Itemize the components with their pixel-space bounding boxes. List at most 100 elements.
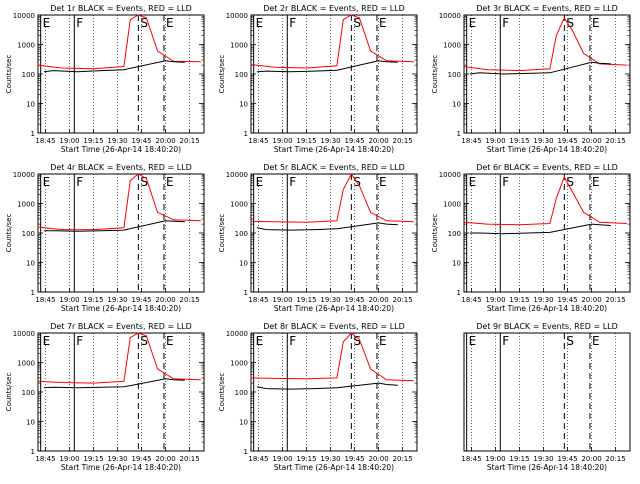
y-tick-label: 10: [239, 260, 248, 268]
chart-title: Det 1r BLACK = Events, RED = LLD: [50, 4, 192, 13]
y-tick-label: 1000: [17, 201, 35, 209]
marker-label: F: [289, 175, 296, 189]
x-tick-label: 19:30: [320, 296, 340, 304]
x-tick-label: 19:30: [533, 137, 553, 145]
marker-label: E: [592, 334, 600, 348]
marker-label: S: [140, 334, 148, 348]
x-axis-label: Start Time (26-Apr-14 18:40:20): [274, 463, 394, 472]
marker-label: E: [43, 334, 51, 348]
x-tick-label: 19:45: [131, 455, 151, 463]
x-tick-label: 20:00: [155, 296, 175, 304]
x-tick-label: 19:00: [59, 455, 79, 463]
x-tick-label: 20:00: [368, 137, 388, 145]
marker-label: E: [166, 175, 174, 189]
y-tick-label: 1: [31, 130, 35, 138]
marker-label: E: [592, 175, 600, 189]
chart-panel-1: Det 1r BLACK = Events, RED = LLD 18:45 19:…: [5, 4, 205, 154]
x-tick-label: 19:30: [533, 455, 553, 463]
x-axis-label: Start Time (26-Apr-14 18:40:20): [274, 145, 394, 154]
x-tick-label: 19:45: [344, 137, 364, 145]
marker-label: E: [469, 334, 477, 348]
y-tick-label: 100: [235, 389, 248, 397]
x-tick-label: 20:00: [155, 455, 175, 463]
x-tick-label: 19:45: [557, 455, 577, 463]
x-axis-label: Start Time (26-Apr-14 18:40:20): [487, 304, 607, 313]
x-tick-label: 19:15: [296, 296, 316, 304]
series-line-events: [43, 60, 185, 73]
y-axis-label: Counts/sec: [218, 55, 226, 94]
y-tick-label: 1000: [230, 360, 248, 368]
y-tick-label: 100: [235, 71, 248, 79]
x-tick-label: 20:15: [179, 137, 199, 145]
plot-frame: [37, 14, 205, 134]
y-tick-label: 1: [31, 289, 35, 297]
y-tick-label: 10: [26, 419, 35, 427]
x-tick-label: 18:45: [35, 137, 55, 145]
x-tick-label: 18:45: [461, 455, 481, 463]
x-tick-label: 19:00: [485, 137, 505, 145]
x-tick-label: 19:15: [83, 455, 103, 463]
x-tick-label: 19:30: [107, 455, 127, 463]
marker-label: E: [379, 175, 387, 189]
y-tick-label: 1: [244, 289, 248, 297]
y-tick-label: 100: [448, 230, 461, 238]
x-tick-label: 19:15: [296, 137, 316, 145]
y-tick-label: 1000: [230, 42, 248, 50]
chart-panel-2: Det 2r BLACK = Events, RED = LLD 18:45 19:…: [218, 4, 418, 154]
y-axis-label: Counts/sec: [431, 214, 439, 253]
series-line-lld: [463, 175, 627, 226]
x-tick-label: 20:15: [392, 455, 412, 463]
chart-title: Det 6r BLACK = Events, RED = LLD: [476, 163, 618, 172]
marker-label: E: [43, 16, 51, 30]
series-line-lld: [37, 14, 201, 70]
x-tick-label: 19:00: [59, 137, 79, 145]
marker-label: F: [502, 334, 509, 348]
marker-label: E: [469, 175, 477, 189]
marker-label: E: [256, 334, 264, 348]
plot-frame: [37, 332, 205, 452]
series-line-events: [43, 378, 185, 389]
chart-panel-8: Det 8r BLACK = Events, RED = LLD 18:45 19:…: [218, 322, 418, 472]
plot-frame: [250, 332, 418, 452]
series-line-events: [256, 382, 398, 390]
x-tick-label: 20:00: [581, 137, 601, 145]
marker-label: S: [140, 16, 148, 30]
x-tick-label: 19:15: [83, 137, 103, 145]
x-tick-label: 20:00: [581, 455, 601, 463]
y-tick-label: 10000: [13, 330, 35, 338]
series-line-lld: [250, 173, 414, 223]
x-tick-label: 20:00: [368, 455, 388, 463]
chart-title: Det 4r BLACK = Events, RED = LLD: [50, 163, 192, 172]
y-tick-label: 100: [22, 230, 35, 238]
x-tick-label: 20:00: [155, 137, 175, 145]
chart-panel-5: Det 5r BLACK = Events, RED = LLD 18:45 19:…: [218, 163, 418, 313]
x-tick-label: 19:15: [509, 296, 529, 304]
y-tick-label: 10000: [13, 171, 35, 179]
y-tick-label: 10000: [226, 12, 248, 20]
x-tick-label: 19:30: [320, 137, 340, 145]
chart-title: Det 2r BLACK = Events, RED = LLD: [263, 4, 405, 13]
marker-label: F: [502, 175, 509, 189]
chart-panel-3: Det 3r BLACK = Events, RED = LLD 18:45 19:…: [431, 4, 631, 154]
x-tick-label: 20:00: [368, 296, 388, 304]
plot-frame: [463, 14, 631, 134]
y-tick-label: 1000: [17, 42, 35, 50]
y-tick-label: 10: [26, 101, 35, 109]
marker-label: E: [379, 334, 387, 348]
plot-frame: [37, 173, 205, 293]
x-tick-label: 19:00: [272, 296, 292, 304]
y-axis-label: Counts/sec: [5, 214, 13, 253]
y-tick-label: 100: [448, 71, 461, 79]
chart-title: Det 7r BLACK = Events, RED = LLD: [50, 322, 192, 331]
y-tick-label: 10000: [13, 12, 35, 20]
y-tick-label: 1000: [443, 42, 461, 50]
x-tick-label: 19:00: [485, 296, 505, 304]
marker-label: E: [166, 334, 174, 348]
chart-panel-4: Det 4r BLACK = Events, RED = LLD 18:45 19:…: [5, 163, 205, 313]
y-tick-label: 1000: [230, 201, 248, 209]
y-axis-label: Counts/sec: [431, 55, 439, 94]
x-tick-label: 19:00: [272, 455, 292, 463]
marker-label: E: [166, 16, 174, 30]
